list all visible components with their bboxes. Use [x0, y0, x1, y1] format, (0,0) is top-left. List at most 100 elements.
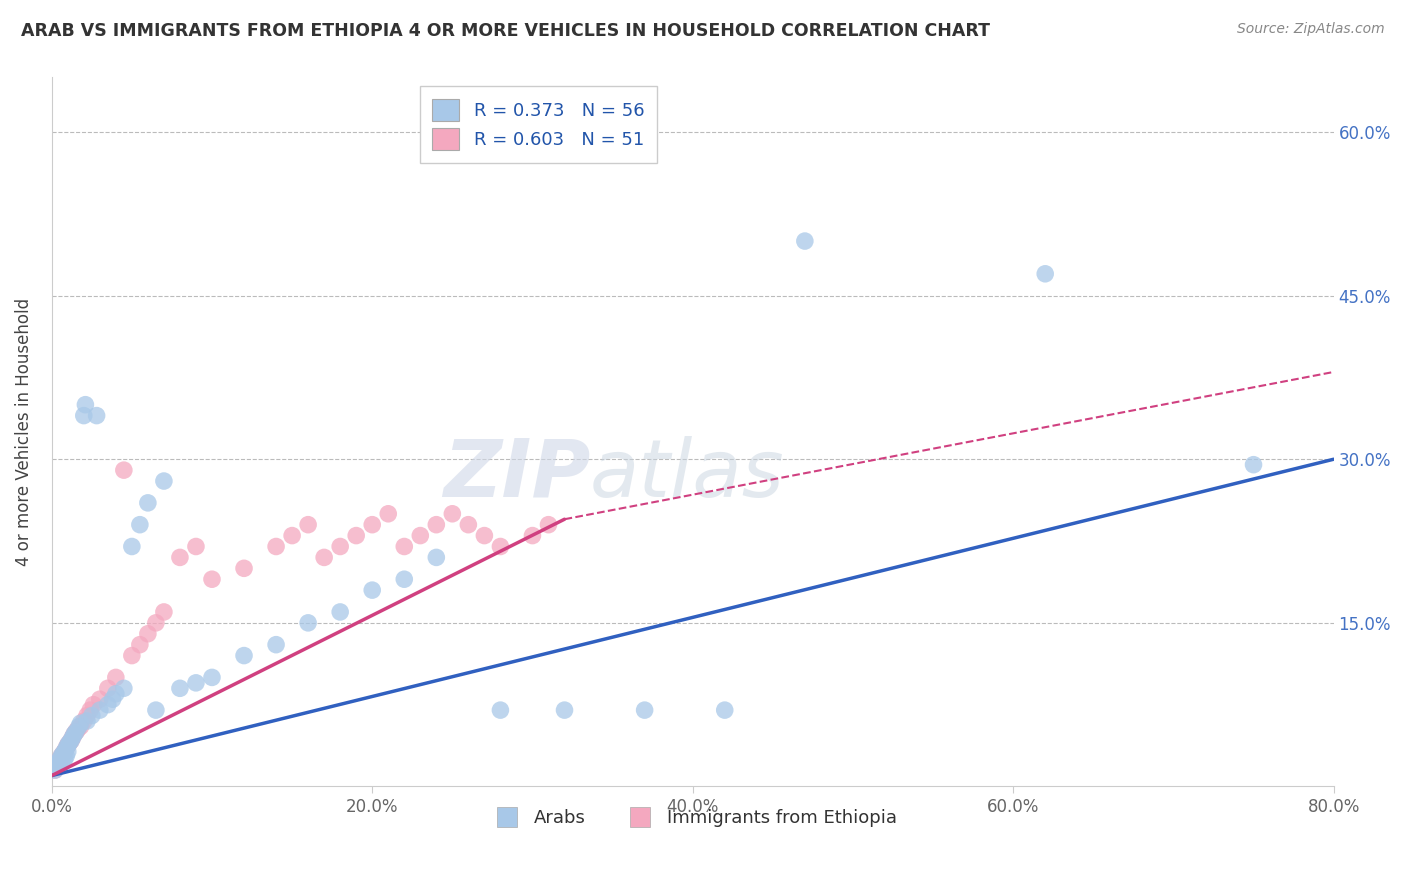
Point: [112, 463, 135, 477]
Point: [49, 756, 72, 770]
Point: [441, 507, 464, 521]
Point: [56, 738, 79, 752]
Point: [89, 692, 111, 706]
Point: [329, 540, 352, 554]
Point: [53, 752, 76, 766]
Point: [44, 763, 66, 777]
Point: [1243, 458, 1265, 472]
Point: [51, 748, 73, 763]
Point: [82, 698, 104, 712]
Point: [80, 708, 103, 723]
Point: [184, 540, 207, 554]
Point: [46, 757, 69, 772]
Point: [53, 745, 76, 759]
Point: [153, 474, 176, 488]
Point: [344, 528, 367, 542]
Point: [63, 727, 86, 741]
Point: [97, 698, 120, 712]
Point: [49, 752, 72, 766]
Point: [233, 561, 256, 575]
Point: [58, 736, 80, 750]
Point: [62, 731, 84, 745]
Point: [76, 708, 98, 723]
Point: [121, 540, 143, 554]
Point: [377, 507, 399, 521]
Point: [49, 752, 72, 766]
Point: [73, 714, 96, 728]
Point: [59, 733, 82, 747]
Point: [44, 763, 66, 777]
Point: [457, 517, 479, 532]
Point: [425, 550, 447, 565]
Point: [52, 747, 75, 761]
Point: [51, 756, 73, 771]
Point: [281, 528, 304, 542]
Point: [201, 670, 224, 684]
Point: [329, 605, 352, 619]
Point: [1033, 267, 1056, 281]
Point: [97, 681, 120, 696]
Point: [394, 540, 416, 554]
Point: [52, 750, 75, 764]
Point: [474, 528, 496, 542]
Point: [233, 648, 256, 663]
Point: [121, 648, 143, 663]
Point: [101, 692, 124, 706]
Point: [169, 681, 191, 696]
Point: [65, 725, 87, 739]
Point: [394, 572, 416, 586]
Point: [69, 716, 91, 731]
Point: [136, 496, 159, 510]
Text: ARAB VS IMMIGRANTS FROM ETHIOPIA 4 OR MORE VEHICLES IN HOUSEHOLD CORRELATION CHA: ARAB VS IMMIGRANTS FROM ETHIOPIA 4 OR MO…: [21, 22, 990, 40]
Point: [69, 719, 91, 733]
Legend: Arabs, Immigrants from Ethiopia: Arabs, Immigrants from Ethiopia: [481, 802, 904, 834]
Point: [145, 703, 167, 717]
Point: [489, 540, 512, 554]
Point: [136, 626, 159, 640]
Point: [56, 745, 79, 759]
Point: [145, 615, 167, 630]
Text: Source: ZipAtlas.com: Source: ZipAtlas.com: [1237, 22, 1385, 37]
Point: [45, 757, 67, 772]
Point: [425, 517, 447, 532]
Point: [63, 727, 86, 741]
Point: [49, 758, 72, 772]
Point: [537, 517, 560, 532]
Point: [201, 572, 224, 586]
Point: [153, 605, 176, 619]
Point: [297, 517, 319, 532]
Point: [314, 550, 336, 565]
Point: [52, 747, 75, 761]
Point: [73, 409, 96, 423]
Point: [59, 733, 82, 747]
Point: [51, 748, 73, 763]
Point: [89, 703, 111, 717]
Point: [184, 676, 207, 690]
Text: atlas: atlas: [591, 435, 785, 514]
Point: [46, 756, 69, 770]
Y-axis label: 4 or more Vehicles in Household: 4 or more Vehicles in Household: [15, 298, 32, 566]
Point: [264, 638, 287, 652]
Point: [46, 760, 69, 774]
Point: [264, 540, 287, 554]
Point: [79, 703, 101, 717]
Point: [409, 528, 432, 542]
Point: [55, 741, 77, 756]
Point: [361, 517, 384, 532]
Point: [49, 755, 72, 769]
Point: [297, 615, 319, 630]
Point: [104, 687, 127, 701]
Point: [128, 517, 150, 532]
Point: [522, 528, 544, 542]
Point: [55, 741, 77, 756]
Point: [104, 670, 127, 684]
Point: [55, 748, 77, 763]
Point: [713, 703, 735, 717]
Point: [66, 723, 89, 737]
Point: [45, 760, 67, 774]
Point: [128, 638, 150, 652]
Point: [112, 681, 135, 696]
Point: [65, 725, 87, 739]
Point: [76, 714, 98, 728]
Point: [56, 738, 79, 752]
